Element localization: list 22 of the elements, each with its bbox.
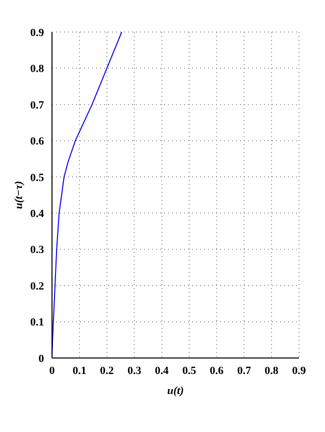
x-tick-label: 0.4 — [154, 364, 170, 377]
y-axis-title: u(t−τ) — [12, 180, 25, 210]
y-tick-label: 0 — [38, 352, 44, 365]
x-tick-label: 0 — [49, 364, 56, 377]
y-tick-label: 0.5 — [30, 172, 44, 184]
y-tick-label: 0.6 — [30, 136, 44, 148]
y-tick-label: 0.9 — [30, 26, 44, 39]
y-tick-label: 0.8 — [30, 63, 44, 76]
y-tick-label: 0.4 — [30, 208, 44, 220]
x-tick-label: 0.9 — [292, 364, 306, 377]
y-tick-label: 0.2 — [30, 280, 44, 292]
x-tick-label: 0.2 — [100, 364, 114, 377]
y-tick-label: 0.7 — [30, 99, 44, 112]
x-tick-label: 0.3 — [127, 364, 142, 377]
x-tick-label: 0.8 — [264, 364, 279, 377]
x-tick-label: 0.6 — [210, 364, 224, 377]
y-tick-label: 0.3 — [30, 244, 44, 256]
y-tick-label: 0.1 — [30, 316, 44, 329]
x-tick-label: 0.1 — [72, 364, 86, 377]
x-tick-label: 0.5 — [182, 364, 197, 377]
x-axis-title: u(t) — [167, 385, 184, 397]
x-tick-label: 0.7 — [237, 364, 252, 377]
